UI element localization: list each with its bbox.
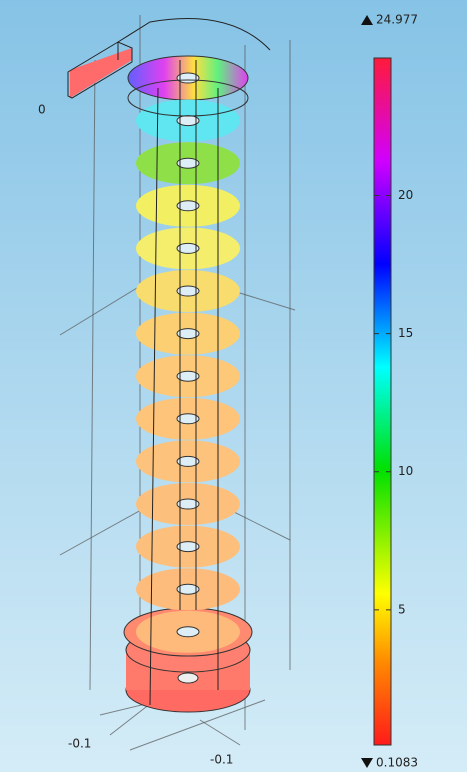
axis-label: 0 [38, 103, 46, 117]
colorbar-max: 24.977 [376, 13, 418, 27]
colorbar-tick-label: 10 [398, 464, 413, 478]
hole [177, 627, 199, 637]
colorbar-tick-label: 5 [398, 602, 406, 616]
colorbar-scale [374, 58, 391, 745]
colorbar-tick-label: 20 [398, 188, 413, 202]
axis-label: -0.1 [68, 737, 91, 751]
colorbar-min: 0.1083 [376, 756, 418, 770]
hole [178, 673, 198, 683]
plot-window: 24.977 0.1083 0 -0.1 -0.1 5 10 15 20 [0, 0, 467, 772]
colorbar-tick-label: 15 [398, 326, 413, 340]
axis-label: -0.1 [210, 753, 233, 767]
